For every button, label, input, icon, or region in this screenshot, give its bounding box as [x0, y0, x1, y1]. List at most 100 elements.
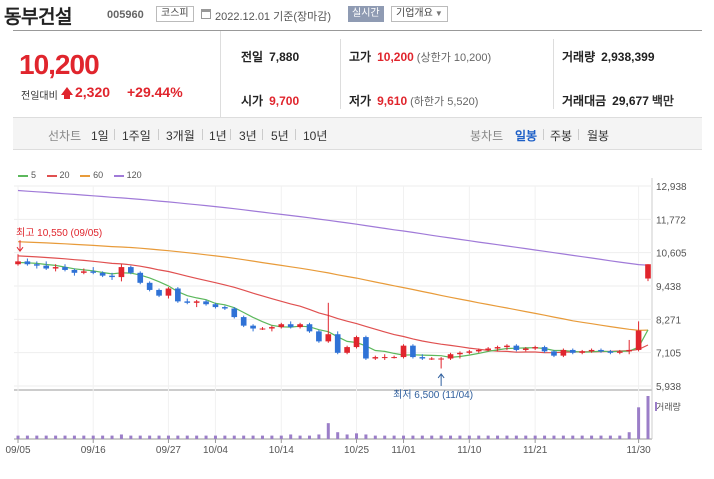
volume-bar: [496, 435, 500, 439]
period-10y[interactable]: 10년: [303, 129, 328, 143]
candle-body: [146, 282, 153, 290]
period-3m[interactable]: 3개월: [166, 129, 195, 143]
change-percent: +29.44%: [127, 84, 183, 100]
volume-bar: [439, 435, 443, 439]
candle-body: [43, 265, 50, 269]
period-1y[interactable]: 1년: [209, 129, 227, 143]
current-price: 10,200: [19, 49, 100, 80]
legend-ma60: 60: [80, 170, 103, 180]
candle-body: [400, 345, 407, 358]
realtime-button[interactable]: 실시간: [348, 6, 384, 22]
x-tick-label: 10/04: [203, 445, 228, 456]
volume-bar: [514, 435, 518, 439]
volume-bar: [110, 435, 114, 439]
candle-body: [24, 261, 31, 265]
market-badge: 코스피: [156, 6, 194, 22]
candle-body: [334, 334, 341, 353]
candle-body: [607, 351, 614, 353]
x-tick-label: 11/01: [391, 445, 416, 456]
volume-bar: [599, 435, 603, 439]
period-1d[interactable]: 1일: [91, 129, 109, 143]
volume-bar: [364, 434, 368, 439]
divider: [202, 129, 203, 140]
volume-bar: [627, 432, 631, 439]
period-1w[interactable]: 1주일: [122, 129, 151, 143]
volume-bar: [176, 435, 180, 439]
candle-body: [222, 307, 228, 309]
volume-bar: [82, 435, 86, 439]
period-5y[interactable]: 5년: [271, 129, 289, 143]
candle-body: [645, 264, 651, 279]
x-tick-label: 09/05: [5, 445, 30, 456]
y-tick-label: 8,271: [656, 315, 681, 326]
candle-body: [33, 264, 40, 266]
candle-body: [353, 337, 360, 348]
candle-body: [250, 325, 256, 329]
candle-body: [137, 272, 144, 283]
candle-body: [71, 269, 78, 273]
y-tick-label: 12,938: [656, 182, 687, 193]
x-tick-label: 11/30: [626, 445, 651, 456]
volume-bar: [505, 435, 509, 439]
volume-bar: [608, 435, 612, 439]
candle-body: [579, 351, 585, 353]
period-3y[interactable]: 3년: [239, 129, 257, 143]
ma120-line: [17, 189, 649, 266]
low-annotation: 최저 6,500 (11/04): [393, 389, 473, 401]
volume-bar: [430, 435, 434, 439]
company-name: 동부건설: [4, 7, 72, 28]
volume-bar: [91, 435, 95, 439]
candle-body: [316, 331, 322, 342]
company-overview-button[interactable]: 기업개요 ▼: [391, 6, 448, 22]
divider: [262, 129, 263, 140]
volume-bar: [373, 435, 377, 439]
ma-legend: 5 20 60 120: [18, 170, 150, 180]
divider: [578, 129, 579, 140]
volume-bar: [383, 435, 387, 439]
volume-bar: [195, 435, 199, 439]
x-tick-label: 09/16: [81, 445, 106, 456]
up-arrow-icon: [61, 87, 73, 99]
volume-bar: [336, 432, 340, 439]
volume-bar: [204, 435, 208, 439]
ma60-line: [17, 241, 649, 331]
legend-ma20: 20: [46, 170, 70, 180]
volume-bar: [279, 435, 283, 439]
volume-bar: [213, 435, 217, 439]
volume-bar: [590, 435, 594, 439]
candle-body: [240, 317, 247, 326]
volume-bar: [392, 435, 396, 439]
candle-body: [532, 347, 538, 349]
candle-daily[interactable]: 일봉: [515, 129, 538, 143]
volume-bar: [571, 435, 575, 439]
candle-body: [184, 301, 191, 303]
legend-ma120: 120: [113, 170, 142, 180]
candle-body: [419, 357, 426, 359]
candle-body: [588, 349, 595, 352]
volume-label: 거래량: [656, 401, 681, 412]
stat-high: 고가 10,200 (상한가 10,200): [349, 50, 492, 64]
volume-bar: [449, 435, 453, 439]
candle-body: [193, 301, 200, 303]
volume-bar: [646, 396, 650, 439]
volume-bar: [157, 435, 161, 439]
candle-body: [269, 327, 275, 329]
y-tick-label: 7,105: [656, 349, 681, 360]
volume-bar: [129, 435, 133, 439]
candlestick-chart[interactable]: 12,938 11,772 10,605 9,438 8,271 7,105 5,938 09…: [0, 150, 714, 479]
candle-body: [522, 348, 529, 350]
volume-bar: [242, 435, 246, 439]
candle-body: [99, 272, 106, 276]
candle-body: [475, 349, 482, 352]
candle-body: [494, 347, 501, 349]
volume-bar: [467, 435, 471, 439]
candle-body: [287, 324, 294, 328]
high-arrow-head: [16, 246, 24, 253]
overview-label: 기업개요: [396, 8, 433, 19]
candle-monthly[interactable]: 월봉: [587, 129, 610, 143]
candle-weekly[interactable]: 주봉: [550, 129, 573, 143]
candle-body: [306, 324, 313, 332]
volume-bar: [251, 435, 255, 439]
divider: [295, 129, 296, 140]
candle-body: [626, 349, 633, 352]
